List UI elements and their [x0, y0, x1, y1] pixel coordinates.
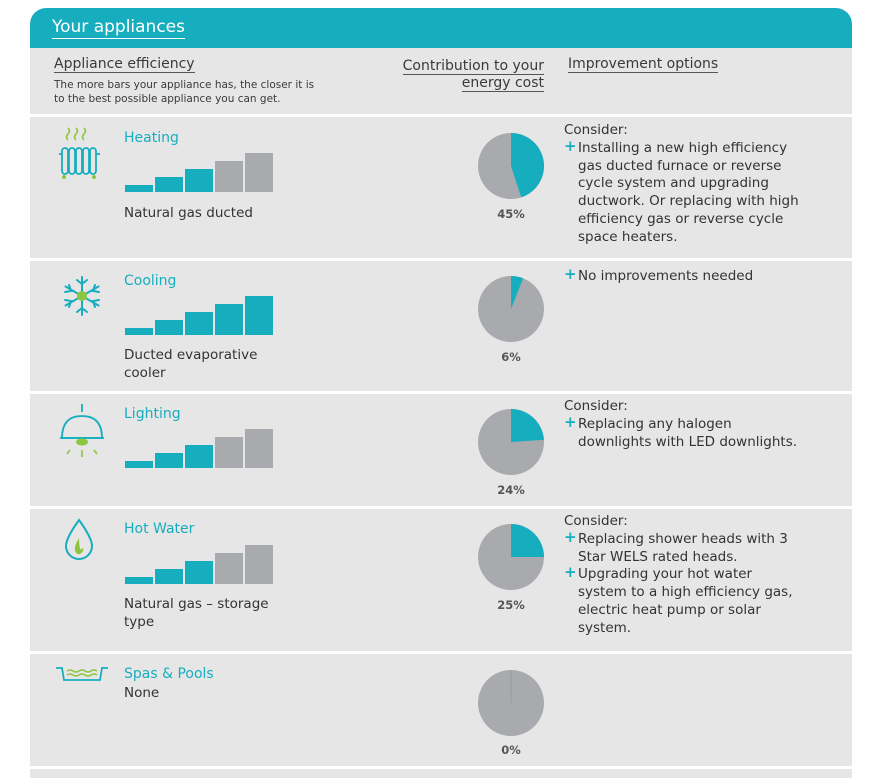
improvement-option: + Installing a new high efficiency gas du… [564, 136, 799, 245]
contribution-pie [478, 133, 544, 199]
efficiency-bar [245, 545, 273, 584]
contribution-percent: 6% [501, 350, 521, 364]
improvement-options: Consider: + Replacing shower heads with 3… [564, 513, 804, 638]
divider [30, 114, 852, 117]
improvement-heading: Consider: [564, 398, 628, 414]
efficiency-bar [125, 577, 153, 584]
improvement-heading: Consider: [564, 513, 628, 529]
divider [30, 651, 852, 654]
improvement-options: + No improvements needed [564, 265, 804, 286]
contribution-percent: 45% [497, 207, 525, 221]
improvement-option: + Upgrading your hot water system to a hi… [564, 563, 793, 636]
appliance-name: Lighting [124, 406, 181, 422]
divider [30, 506, 852, 509]
efficiency-bar [155, 177, 183, 192]
plus-icon: + [564, 136, 577, 155]
improvement-option: + No improvements needed [564, 265, 754, 284]
efficiency-note: The more bars your appliance has, the cl… [54, 79, 315, 105]
improvement-header: Improvement options [568, 56, 719, 73]
improvement-option: + Replacing any halogen downlights with L… [564, 412, 798, 450]
improvement-options: Consider: + Replacing any halogen downlig… [564, 398, 804, 451]
efficiency-bar [215, 161, 243, 192]
divider [30, 766, 852, 769]
plus-icon: + [564, 265, 577, 283]
efficiency-bar [185, 445, 213, 468]
efficiency-bar [155, 453, 183, 468]
radiator-icon [59, 127, 100, 179]
efficiency-bar [155, 320, 183, 335]
contribution-pie [478, 276, 544, 342]
contribution-pie [478, 524, 544, 590]
efficiency-bar [245, 429, 273, 468]
efficiency-bar [125, 461, 153, 468]
efficiency-bar [125, 328, 153, 335]
appliance-type: None [124, 685, 160, 701]
efficiency-bar [185, 561, 213, 584]
contribution-pie [478, 670, 544, 736]
efficiency-bars [125, 152, 275, 192]
improvement-options: Consider: + Installing a new high efficie… [564, 122, 804, 247]
snowflake-icon [64, 276, 100, 316]
efficiency-bars [125, 295, 275, 335]
efficiency-bar [215, 304, 243, 335]
efficiency-bar [245, 296, 273, 335]
pie-slice [511, 409, 544, 442]
pool-icon [56, 667, 108, 681]
pie-slice [511, 524, 544, 557]
efficiency-bar [215, 437, 243, 468]
appliance-type: Natural gas – storage type [124, 596, 269, 630]
improvement-heading: Consider: [564, 122, 628, 138]
appliance-type: Ducted evaporative cooler [124, 347, 258, 381]
plus-icon: + [564, 563, 577, 582]
appliances-card: Your appliances Appliance efficiency The… [30, 8, 852, 778]
appliance-name: Cooling [124, 273, 177, 289]
divider [30, 258, 852, 261]
contribution-percent: 25% [497, 598, 525, 612]
efficiency-header: Appliance efficiency [54, 56, 195, 73]
plus-icon: + [564, 412, 577, 431]
pie-slice [511, 133, 544, 198]
contribution-pie [478, 409, 544, 475]
pie-slice [511, 276, 524, 309]
efficiency-bar [185, 169, 213, 192]
efficiency-bars [125, 544, 275, 584]
contribution-header: Contribution to your energy cost [402, 58, 544, 92]
efficiency-bar [185, 312, 213, 335]
plus-icon: + [564, 527, 577, 546]
appliance-type: Natural gas ducted [124, 205, 253, 221]
contribution-percent: 0% [501, 743, 521, 757]
efficiency-bar [245, 153, 273, 192]
efficiency-bar [215, 553, 243, 584]
section-banner: Your appliances [30, 8, 852, 48]
efficiency-bar [155, 569, 183, 584]
ceiling-lamp-icon [60, 404, 104, 457]
appliance-name: Hot Water [124, 521, 195, 537]
efficiency-bars [125, 428, 275, 468]
contribution-percent: 24% [497, 483, 525, 497]
flame-drop-icon [64, 518, 94, 560]
appliance-name: Spas & Pools [124, 666, 214, 682]
divider [30, 391, 852, 394]
efficiency-bar [125, 185, 153, 192]
appliance-name: Heating [124, 130, 179, 146]
section-title: Your appliances [52, 17, 185, 39]
improvement-option: + Replacing shower heads with 3 Star WELS… [564, 527, 788, 565]
